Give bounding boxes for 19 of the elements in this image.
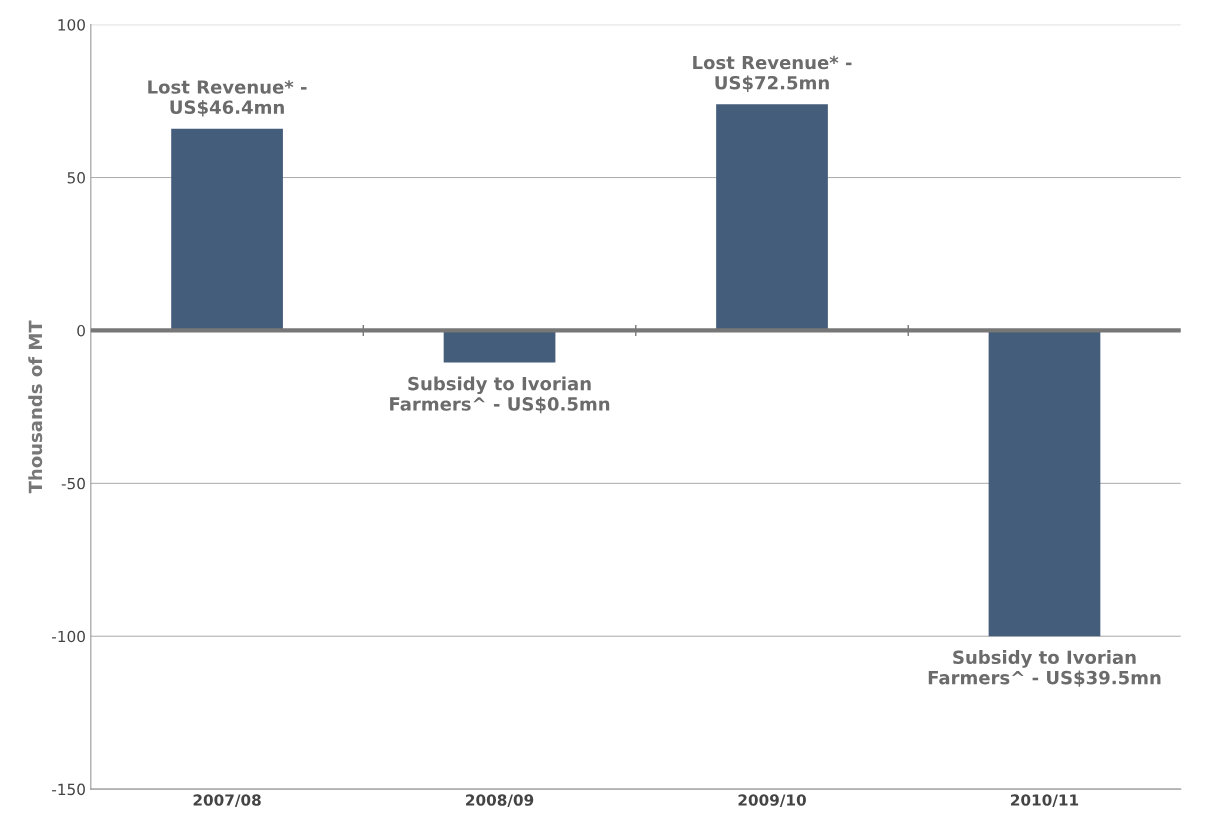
y-tick-label: -50 xyxy=(61,477,85,490)
y-tick-label: 100 xyxy=(58,19,85,31)
bar xyxy=(443,330,556,363)
x-tick-label: 2009/10 xyxy=(738,794,806,808)
annotation: Subsidy to Ivorian Farmers^ - US$0.5mn xyxy=(390,376,610,414)
bar xyxy=(716,104,828,331)
y-tick-label: -100 xyxy=(52,630,85,643)
y-tick-label: -150 xyxy=(52,783,85,796)
x-tick-label: 2010/11 xyxy=(1011,794,1079,808)
bar xyxy=(171,128,283,331)
annotation: Lost Revenue* - US$72.5mn xyxy=(693,55,852,92)
annotation: Lost Revenue* - US$46.4mn xyxy=(148,80,307,117)
y-axis-title: Thousands of MT xyxy=(28,320,43,494)
x-tick-label: 2008/09 xyxy=(466,794,534,808)
x-tick-label: 2007/08 xyxy=(193,794,261,808)
y-tick-label: 50 xyxy=(67,172,85,184)
bar xyxy=(988,330,1101,637)
y-tick-label: 0 xyxy=(77,324,85,337)
annotation: Subsidy to Ivorian Farmers^ - US$39.5mn xyxy=(928,650,1161,687)
